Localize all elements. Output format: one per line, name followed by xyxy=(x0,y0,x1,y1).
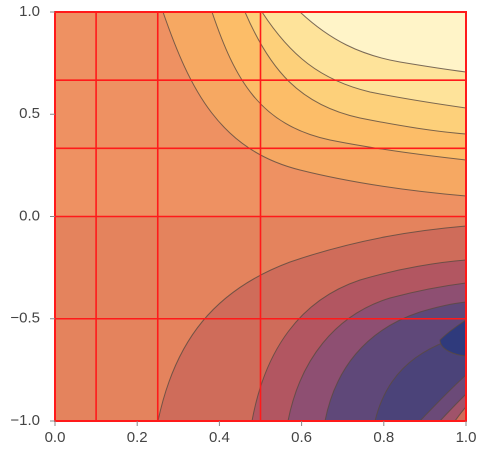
y-tick-label: −1.0 xyxy=(10,412,40,429)
band xyxy=(299,12,466,73)
y-tick-label: −0.5 xyxy=(10,310,40,327)
x-tick-label: 0.4 xyxy=(209,429,230,446)
band xyxy=(439,319,466,357)
band xyxy=(454,406,466,421)
x-tick-label: 0.0 xyxy=(45,429,66,446)
y-tick-label: 1.0 xyxy=(19,3,40,20)
y-tick-label: 0.5 xyxy=(19,105,40,122)
x-tick-label: 1.0 xyxy=(456,429,477,446)
x-tick-label: 0.6 xyxy=(291,429,312,446)
x-tick-label: 0.8 xyxy=(373,429,394,446)
x-tick-label: 0.2 xyxy=(127,429,148,446)
y-tick-label: 0.0 xyxy=(19,207,40,224)
